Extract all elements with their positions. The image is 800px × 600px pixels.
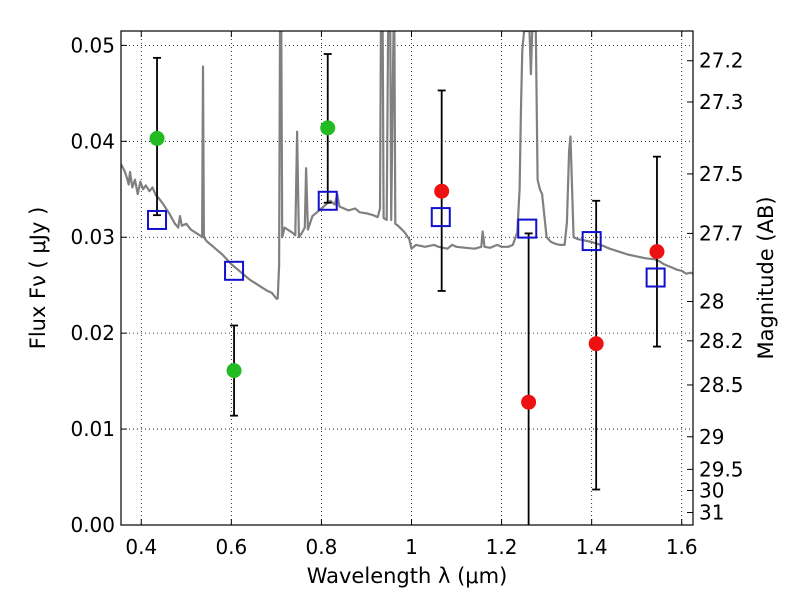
magnitude-tick-label: 29.5 <box>699 457 744 481</box>
x-tick-label: 1.6 <box>666 535 698 559</box>
x-tick-label: 0.8 <box>306 535 338 559</box>
model-square <box>317 190 338 211</box>
plot-frame <box>120 30 694 526</box>
magnitude-tick-label: 27.2 <box>699 49 744 73</box>
model-square <box>430 207 451 228</box>
data-point <box>149 130 165 146</box>
model-square <box>581 231 602 252</box>
x-tick-label: 1.4 <box>576 535 608 559</box>
model-square <box>645 267 666 288</box>
x-tick-label: 0.4 <box>125 535 157 559</box>
magnitude-tick-label: 27.7 <box>699 221 744 245</box>
y-tick-label: 0.01 <box>70 417 115 441</box>
magnitude-tick-label: 29 <box>699 425 724 449</box>
magnitude-tick-label: 31 <box>699 501 724 525</box>
x-tick-label: 1.2 <box>486 535 518 559</box>
x-tick-label: 1 <box>405 535 418 559</box>
model-square <box>147 209 168 230</box>
data-point <box>649 244 665 260</box>
magnitude-tick-label: 27.3 <box>699 90 744 114</box>
data-point <box>320 120 336 136</box>
model-square <box>517 218 538 239</box>
y-axis-title-right: Magnitude (AB) <box>754 196 778 359</box>
magnitude-tick-label: 28.5 <box>699 373 744 397</box>
axis-ticks <box>121 31 693 526</box>
magnitude-tick-label: 28.2 <box>699 329 744 353</box>
y-tick-label: 0.05 <box>70 33 115 57</box>
spectrum-line <box>121 31 693 300</box>
magnitude-tick-label: 30 <box>699 478 724 502</box>
data-point <box>434 183 450 199</box>
data-point <box>226 363 242 379</box>
y-axis-title-left: Flux Fν ( μJy ) <box>26 207 50 350</box>
x-axis-title: Wavelength λ (μm) <box>307 564 508 588</box>
x-tick-label: 0.6 <box>215 535 247 559</box>
marker-layer <box>147 120 666 410</box>
data-point <box>521 394 537 410</box>
spectrum-layer <box>121 31 693 300</box>
magnitude-tick-label: 27.5 <box>699 162 744 186</box>
y-tick-label: 0.00 <box>70 513 115 537</box>
y-tick-label: 0.02 <box>70 321 115 345</box>
data-point <box>588 336 604 352</box>
model-square <box>224 260 245 281</box>
magnitude-tick-label: 28 <box>699 290 724 314</box>
plot-area <box>121 31 693 525</box>
y-tick-label: 0.03 <box>70 225 115 249</box>
tick-labels: 0.4 0.6 0.8 1 1.2 1.4 1.6 0.00 0.01 0.02 0.03 0.04 0… <box>70 33 743 559</box>
y-tick-label: 0.04 <box>70 129 115 153</box>
